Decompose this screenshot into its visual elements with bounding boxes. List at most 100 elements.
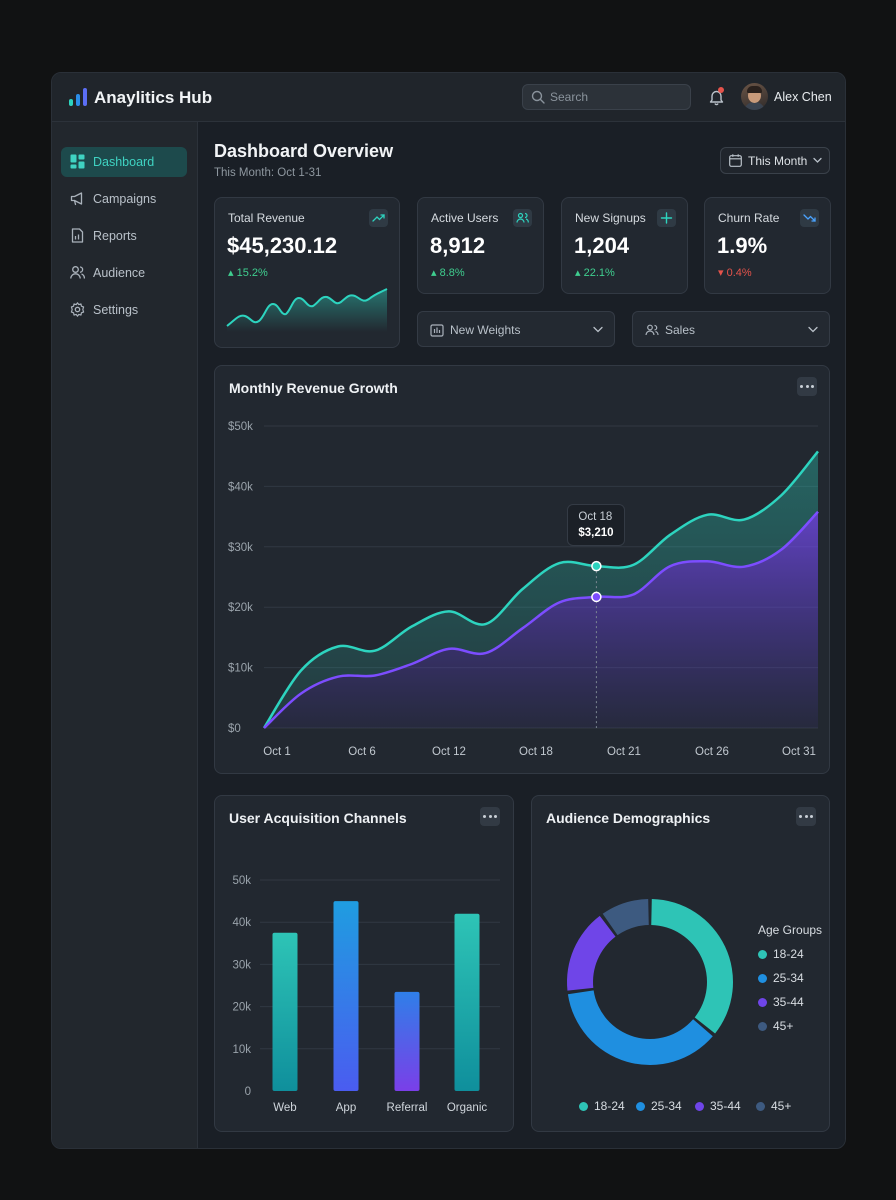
demographics-donut-chart[interactable] bbox=[532, 796, 831, 1133]
legend-label: 25-34 bbox=[773, 971, 804, 985]
chevron-down-icon bbox=[813, 157, 822, 163]
series-line-purple bbox=[263, 510, 819, 729]
acquisition-chart-card: User Acquisition Channels 0 10k 20k 30k 40k 5… bbox=[214, 795, 514, 1132]
more-options-button[interactable] bbox=[796, 807, 816, 826]
chevron-down-icon bbox=[808, 326, 818, 333]
highlight-point-purple bbox=[591, 591, 602, 603]
highlight-point-teal bbox=[591, 560, 602, 572]
kpi-card-active-users[interactable]: Active Users 8,912 ▴ 8.8% bbox=[417, 197, 544, 294]
filter-dropdown-weights[interactable]: New Weights bbox=[417, 311, 615, 347]
sidebar-item-campaigns[interactable]: Campaigns bbox=[61, 184, 187, 214]
x-tick-label: Oct 31 bbox=[782, 746, 816, 758]
bar-app bbox=[333, 901, 359, 1091]
bar-web bbox=[272, 932, 298, 1091]
donut-slice-25-34 bbox=[567, 990, 713, 1065]
y-tick-label: $40k bbox=[228, 481, 253, 493]
notification-dot bbox=[718, 87, 724, 93]
teal-area bbox=[264, 451, 818, 728]
y-tick-label: 30k bbox=[232, 959, 251, 971]
kpi-title: Active Users bbox=[431, 211, 499, 225]
revenue-chart-card: Monthly Revenue Growth $0 $10k $20k $30k $40… bbox=[214, 365, 830, 774]
report-icon bbox=[71, 228, 84, 243]
search-input[interactable] bbox=[550, 88, 685, 106]
users-icon bbox=[70, 266, 85, 279]
date-range-button[interactable]: This Month bbox=[720, 147, 830, 174]
y-tick-label: 20k bbox=[232, 1002, 251, 1014]
kpi-change: ▴ 8.8% bbox=[431, 267, 465, 279]
donut-slice-45plus bbox=[602, 899, 649, 936]
y-tick-label: $20k bbox=[228, 602, 253, 614]
filter-dropdown-sales[interactable]: Sales bbox=[632, 311, 830, 347]
x-tick-label: Organic bbox=[447, 1102, 488, 1114]
y-tick-label: $30k bbox=[228, 542, 253, 554]
kpi-title: Churn Rate bbox=[718, 211, 780, 225]
acquisition-bar-chart[interactable]: 0 10k 20k 30k 40k 50k Web App Referral Organic bbox=[215, 796, 515, 1133]
more-options-button[interactable] bbox=[480, 807, 500, 826]
avatar[interactable] bbox=[741, 83, 768, 110]
legend-dot bbox=[636, 1102, 645, 1111]
calendar-icon bbox=[729, 154, 742, 167]
app-window: Anaylitics Hub Alex Chen Dashb bbox=[51, 72, 846, 1149]
x-tick-label: App bbox=[336, 1102, 356, 1114]
gear-icon bbox=[70, 302, 85, 317]
legend-title: Age Groups bbox=[758, 923, 823, 937]
legend-dot bbox=[758, 950, 767, 959]
legend-label: 45+ bbox=[773, 1019, 794, 1033]
sidebar-item-dashboard[interactable]: Dashboard bbox=[61, 147, 187, 177]
kpi-card-total-revenue[interactable]: Total Revenue $45,230.12 ▴ 15.2% bbox=[214, 197, 400, 348]
legend-dot bbox=[695, 1102, 704, 1111]
sidebar-item-label: Audience bbox=[93, 266, 146, 280]
kpi-change: ▴ 15.2% bbox=[228, 267, 268, 279]
series-line-teal bbox=[262, 450, 819, 729]
chevron-down-icon bbox=[593, 326, 603, 333]
dropdown-label: New Weights bbox=[450, 323, 521, 337]
sidebar-item-label: Reports bbox=[93, 229, 137, 243]
sidebar-item-reports[interactable]: Reports bbox=[61, 221, 187, 251]
bar-organic bbox=[454, 913, 480, 1091]
kpi-change: ▾ 0.4% bbox=[718, 267, 752, 279]
bar-referral bbox=[394, 991, 420, 1091]
users-icon bbox=[645, 324, 659, 336]
y-tick-label: $10k bbox=[228, 663, 253, 675]
app-title: Anaylitics Hub bbox=[94, 88, 213, 107]
kpi-card-new-signups[interactable]: New Signups 1,204 ▴ 22.1% bbox=[561, 197, 688, 294]
donut-slice-18-24 bbox=[651, 899, 733, 1034]
sidebar: Dashboard Campaigns Reports Audience bbox=[52, 122, 198, 1148]
x-tick-label: Oct 18 bbox=[519, 746, 553, 758]
y-tick-label: 50k bbox=[232, 875, 251, 887]
legend-label: 35-44 bbox=[710, 1099, 741, 1113]
legend-label: 45+ bbox=[771, 1099, 792, 1113]
grid-icon bbox=[70, 154, 85, 169]
more-options-button[interactable] bbox=[797, 377, 817, 396]
kpi-card-churn-rate[interactable]: Churn Rate 1.9% ▾ 0.4% bbox=[704, 197, 831, 294]
date-range-label: This Month bbox=[748, 154, 808, 168]
card-title: Monthly Revenue Growth bbox=[229, 380, 398, 396]
purple-area bbox=[264, 511, 818, 728]
y-tick-label: 10k bbox=[232, 1044, 251, 1056]
sidebar-item-settings[interactable]: Settings bbox=[61, 295, 187, 325]
x-tick-label: Oct 1 bbox=[263, 746, 290, 758]
kpi-value: 1,204 bbox=[574, 233, 630, 258]
tooltip-date: Oct 18 bbox=[578, 511, 613, 524]
sidebar-item-label: Campaigns bbox=[93, 192, 157, 206]
x-tick-label: Oct 26 bbox=[695, 746, 729, 758]
user-name[interactable]: Alex Chen bbox=[774, 90, 832, 104]
kpi-value: 1.9% bbox=[717, 233, 768, 258]
tooltip-value: $3,210 bbox=[578, 527, 614, 540]
kpi-value: 8,912 bbox=[430, 233, 486, 258]
kpi-badge bbox=[800, 209, 819, 227]
y-tick-label: $0 bbox=[228, 723, 241, 735]
trend-up-icon bbox=[372, 214, 385, 222]
sidebar-item-audience[interactable]: Audience bbox=[61, 258, 187, 288]
revenue-area-chart[interactable]: $0 $10k $20k $30k $40k $50k Oct 1 Oct 6 Oct 12 Oc… bbox=[215, 366, 831, 775]
kpi-title: New Signups bbox=[575, 211, 646, 225]
kpi-badge bbox=[513, 209, 532, 227]
search-icon bbox=[531, 90, 545, 104]
search-box[interactable] bbox=[522, 84, 691, 110]
y-tick-label: 0 bbox=[245, 1086, 251, 1098]
main-content: Dashboard Overview This Month: Oct 1-31 … bbox=[198, 122, 845, 1148]
chart-tooltip: Oct 18 $3,210 bbox=[567, 504, 626, 547]
plus-icon bbox=[660, 212, 673, 224]
x-tick-label: Web bbox=[273, 1102, 296, 1114]
x-tick-label: Oct 21 bbox=[607, 746, 641, 758]
